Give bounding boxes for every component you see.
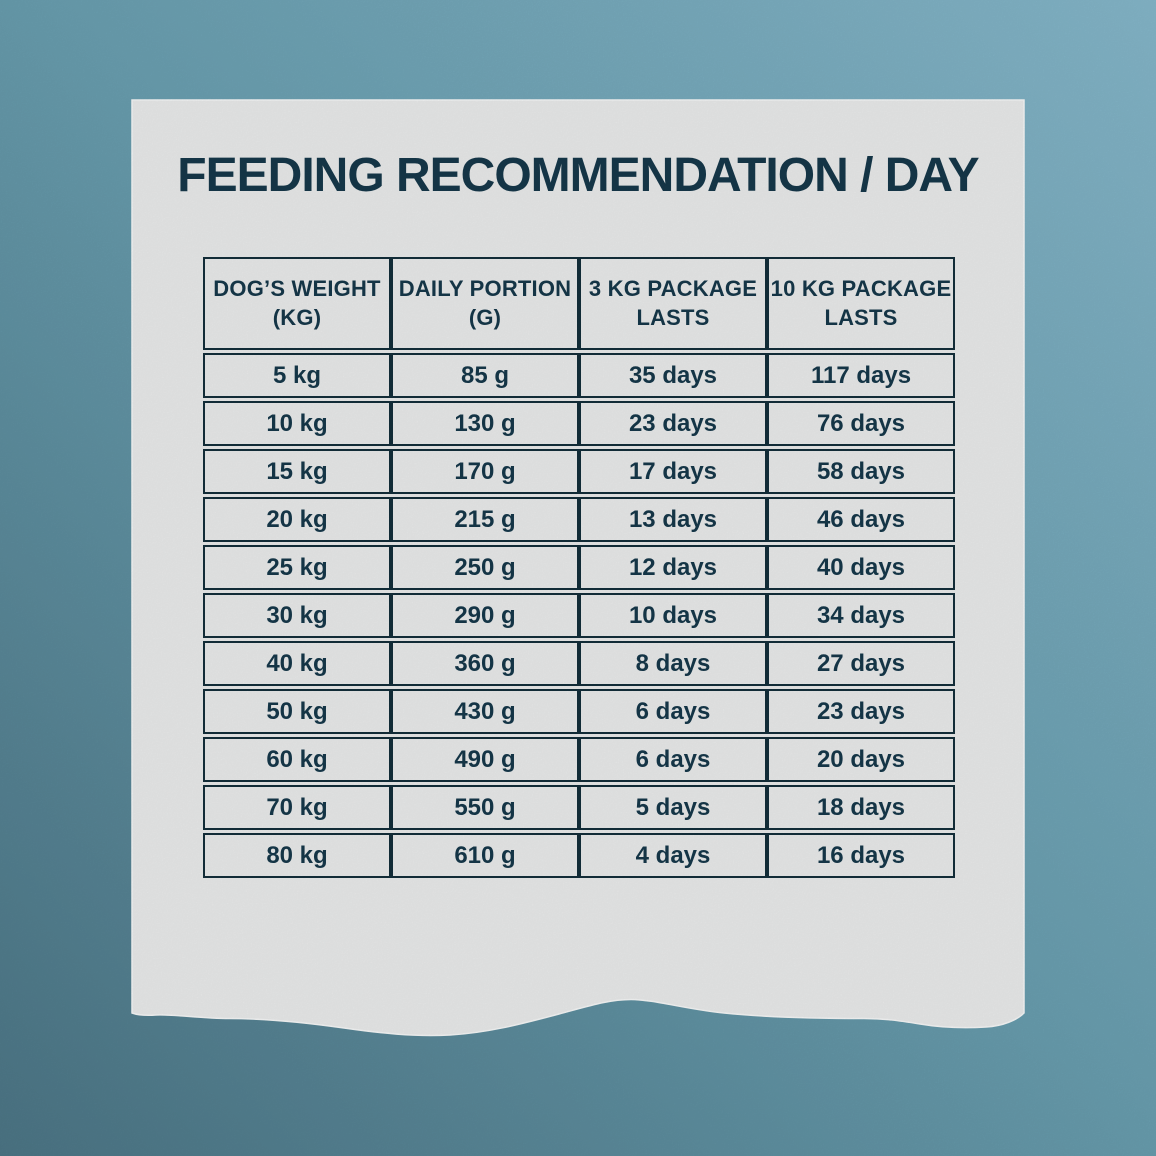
table-cell: 35 days [579, 353, 767, 398]
table-cell: 20 kg [203, 497, 391, 542]
table-cell: 12 days [579, 545, 767, 590]
table-cell: 17 days [579, 449, 767, 494]
table-cell: 40 days [767, 545, 955, 590]
table-cell: 16 days [767, 833, 955, 878]
table-cell: 85 g [391, 353, 579, 398]
table-cell: 27 days [767, 641, 955, 686]
table-cell: 23 days [579, 401, 767, 446]
table-cell: 70 kg [203, 785, 391, 830]
column-header: 10 KG PACKAGE LASTS [767, 257, 955, 350]
table-cell: 6 days [579, 689, 767, 734]
table-cell: 80 kg [203, 833, 391, 878]
table-row: 15 kg 170 g 17 days 58 days [203, 449, 955, 494]
table-cell: 360 g [391, 641, 579, 686]
table-cell: 20 days [767, 737, 955, 782]
table-header: DOG’S WEIGHT (KG) DAILY PORTION (G) 3 KG P… [203, 257, 955, 350]
table-cell: 40 kg [203, 641, 391, 686]
table-cell: 610 g [391, 833, 579, 878]
table-cell: 215 g [391, 497, 579, 542]
table-cell: 290 g [391, 593, 579, 638]
table-cell: 8 days [579, 641, 767, 686]
table-cell: 76 days [767, 401, 955, 446]
header-row: DOG’S WEIGHT (KG) DAILY PORTION (G) 3 KG P… [203, 257, 955, 350]
table-cell: 23 days [767, 689, 955, 734]
feeding-table: DOG’S WEIGHT (KG) DAILY PORTION (G) 3 KG P… [203, 254, 955, 881]
table-body: 5 kg 85 g 35 days 117 days 10 kg 130 g 23 days… [203, 353, 955, 878]
table-cell: 15 kg [203, 449, 391, 494]
table-cell: 130 g [391, 401, 579, 446]
table-row: 30 kg 290 g 10 days 34 days [203, 593, 955, 638]
table-cell: 50 kg [203, 689, 391, 734]
table-cell: 5 days [579, 785, 767, 830]
table-cell: 10 days [579, 593, 767, 638]
table-row: 5 kg 85 g 35 days 117 days [203, 353, 955, 398]
table-cell: 490 g [391, 737, 579, 782]
column-header: 3 KG PACKAGE LASTS [579, 257, 767, 350]
table-cell: 18 days [767, 785, 955, 830]
table-cell: 60 kg [203, 737, 391, 782]
table-cell: 6 days [579, 737, 767, 782]
table-cell: 34 days [767, 593, 955, 638]
table-cell: 46 days [767, 497, 955, 542]
table-cell: 430 g [391, 689, 579, 734]
table-cell: 117 days [767, 353, 955, 398]
table-row: 20 kg 215 g 13 days 46 days [203, 497, 955, 542]
table-cell: 5 kg [203, 353, 391, 398]
column-header: DAILY PORTION (G) [391, 257, 579, 350]
table-row: 10 kg 130 g 23 days 76 days [203, 401, 955, 446]
table-cell: 30 kg [203, 593, 391, 638]
table-cell: 25 kg [203, 545, 391, 590]
table-row: 25 kg 250 g 12 days 40 days [203, 545, 955, 590]
table-cell: 170 g [391, 449, 579, 494]
table-cell: 550 g [391, 785, 579, 830]
table-cell: 4 days [579, 833, 767, 878]
column-header: DOG’S WEIGHT (KG) [203, 257, 391, 350]
table-cell: 250 g [391, 545, 579, 590]
table-cell: 58 days [767, 449, 955, 494]
table-cell: 10 kg [203, 401, 391, 446]
page-title: FEEDING RECOMMENDATION / DAY [177, 149, 979, 202]
table-cell: 13 days [579, 497, 767, 542]
